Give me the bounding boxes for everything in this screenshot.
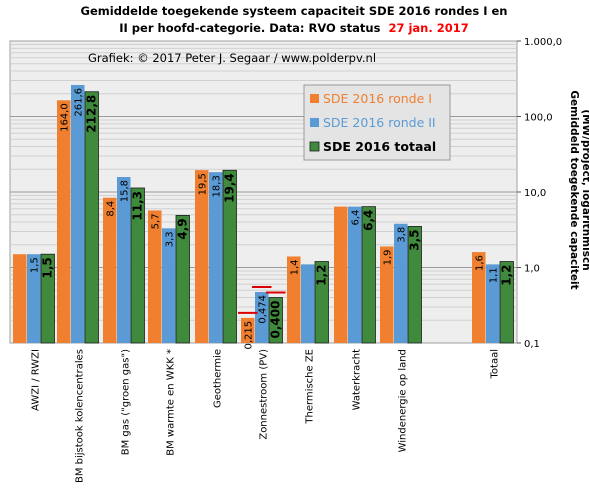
data-label: 1,6 bbox=[475, 255, 486, 271]
data-label: 261,6 bbox=[74, 88, 85, 117]
category-label: BM gas ("groen gas") bbox=[120, 349, 131, 455]
data-label: 6,4 bbox=[351, 210, 362, 226]
data-label: 5,7 bbox=[151, 213, 162, 229]
data-label: 1,2 bbox=[315, 265, 329, 286]
y-tick-label: 0,1 bbox=[524, 339, 540, 350]
data-label: 8,4 bbox=[106, 201, 117, 217]
category-label: Thermische ZE bbox=[304, 349, 315, 425]
bar bbox=[40, 253, 55, 344]
y-tick-label: 100,0 bbox=[524, 113, 553, 124]
legend-swatch bbox=[309, 141, 320, 152]
category-label: Geothermie bbox=[212, 349, 223, 408]
bar bbox=[334, 206, 348, 343]
data-label: 1,1 bbox=[489, 267, 500, 283]
data-label: 6,4 bbox=[362, 210, 376, 231]
bar bbox=[472, 252, 486, 343]
bar bbox=[314, 261, 329, 344]
data-label: 0,215 bbox=[244, 321, 255, 350]
bar bbox=[222, 169, 237, 344]
data-label: 11,3 bbox=[131, 191, 145, 221]
bar bbox=[499, 261, 514, 344]
data-label: 19,4 bbox=[223, 173, 237, 203]
credit-text: Grafiek: © 2017 Peter J. Segaar / www.po… bbox=[88, 51, 376, 65]
data-label: 1,2 bbox=[500, 265, 514, 286]
legend-label: SDE 2016 ronde II bbox=[323, 115, 436, 130]
bar bbox=[348, 206, 362, 343]
data-label: 4,9 bbox=[176, 218, 190, 239]
data-label: 0,400 bbox=[269, 301, 283, 339]
bar bbox=[287, 256, 301, 343]
bar bbox=[268, 297, 283, 344]
data-label: 212,8 bbox=[85, 95, 99, 133]
bar bbox=[103, 197, 117, 343]
data-label: 1,5 bbox=[41, 257, 55, 278]
category-label: Windenergie op land bbox=[397, 349, 408, 452]
legend-swatch bbox=[310, 118, 319, 127]
x-axis: AWZI / RWZI BM bijstook kolencentrales BM … bbox=[30, 349, 500, 483]
legend-label: SDE 2016 ronde I bbox=[323, 91, 432, 106]
bar bbox=[13, 254, 27, 343]
data-label: 1,4 bbox=[290, 259, 301, 275]
data-label: 0,474 bbox=[258, 295, 269, 324]
y-axis-title-line1: Gemiddeld toegekende capaciteit bbox=[568, 90, 580, 289]
bar bbox=[71, 84, 85, 343]
legend-label: SDE 2016 totaal bbox=[323, 139, 436, 154]
data-label: 1,9 bbox=[383, 249, 394, 265]
category-label: AWZI / RWZI bbox=[30, 349, 41, 411]
data-label: 3,8 bbox=[397, 227, 408, 243]
chart-title-line2: II per hoofd-categorie. Data: RVO status… bbox=[119, 21, 468, 35]
y-tick-label: 1.000,0 bbox=[524, 37, 562, 48]
data-label: 18,3 bbox=[212, 175, 223, 197]
bar bbox=[148, 210, 162, 343]
data-label: 3,3 bbox=[165, 231, 176, 247]
category-label: BM warmte en WKK * bbox=[165, 349, 176, 456]
bar bbox=[195, 170, 209, 343]
bar bbox=[301, 264, 315, 343]
y-axis: 0,1 1,0 10,0 100,0 1.000,0 bbox=[517, 37, 562, 350]
bar bbox=[130, 187, 145, 344]
chart-title-date: 27 jan. 2017 bbox=[388, 21, 468, 35]
y-axis-title-line2: (MW/project, logarithmisch bbox=[580, 109, 589, 270]
data-label: 19,5 bbox=[198, 173, 209, 195]
bar bbox=[57, 100, 71, 343]
bar bbox=[175, 214, 190, 344]
data-label: 1,5 bbox=[30, 257, 41, 273]
bar bbox=[380, 246, 394, 343]
bar bbox=[361, 206, 376, 344]
bar bbox=[27, 254, 41, 343]
y-tick-label: 10,0 bbox=[524, 188, 546, 199]
pv-markers bbox=[238, 285, 286, 314]
category-label: Totaal bbox=[489, 349, 500, 379]
data-label: 164,0 bbox=[60, 103, 71, 132]
data-label: 15,8 bbox=[120, 180, 131, 202]
bar bbox=[209, 172, 223, 343]
legend: SDE 2016 ronde I SDE 2016 ronde II SDE 201… bbox=[303, 84, 451, 161]
chart-title-line1: Gemiddelde toegekende systeem capaciteit… bbox=[81, 4, 508, 18]
chart-title-line2-prefix: II per hoofd-categorie. Data: RVO status bbox=[119, 21, 380, 35]
bars bbox=[13, 84, 514, 344]
y-tick-label: 1,0 bbox=[524, 264, 540, 275]
category-label: Zonnestroom (PV) bbox=[258, 349, 269, 440]
legend-swatch bbox=[310, 94, 319, 103]
bar bbox=[255, 291, 269, 343]
bar bbox=[486, 264, 500, 343]
bar bbox=[394, 223, 408, 343]
bar bbox=[407, 226, 422, 344]
bar bbox=[162, 228, 176, 343]
bar bbox=[117, 177, 131, 343]
data-label: 3,5 bbox=[408, 229, 422, 250]
bar bbox=[84, 91, 99, 344]
category-label: Waterkracht bbox=[351, 349, 362, 410]
legend-box bbox=[303, 84, 451, 161]
bar bbox=[241, 317, 255, 343]
category-label: BM bijstook kolencentrales bbox=[74, 349, 85, 483]
